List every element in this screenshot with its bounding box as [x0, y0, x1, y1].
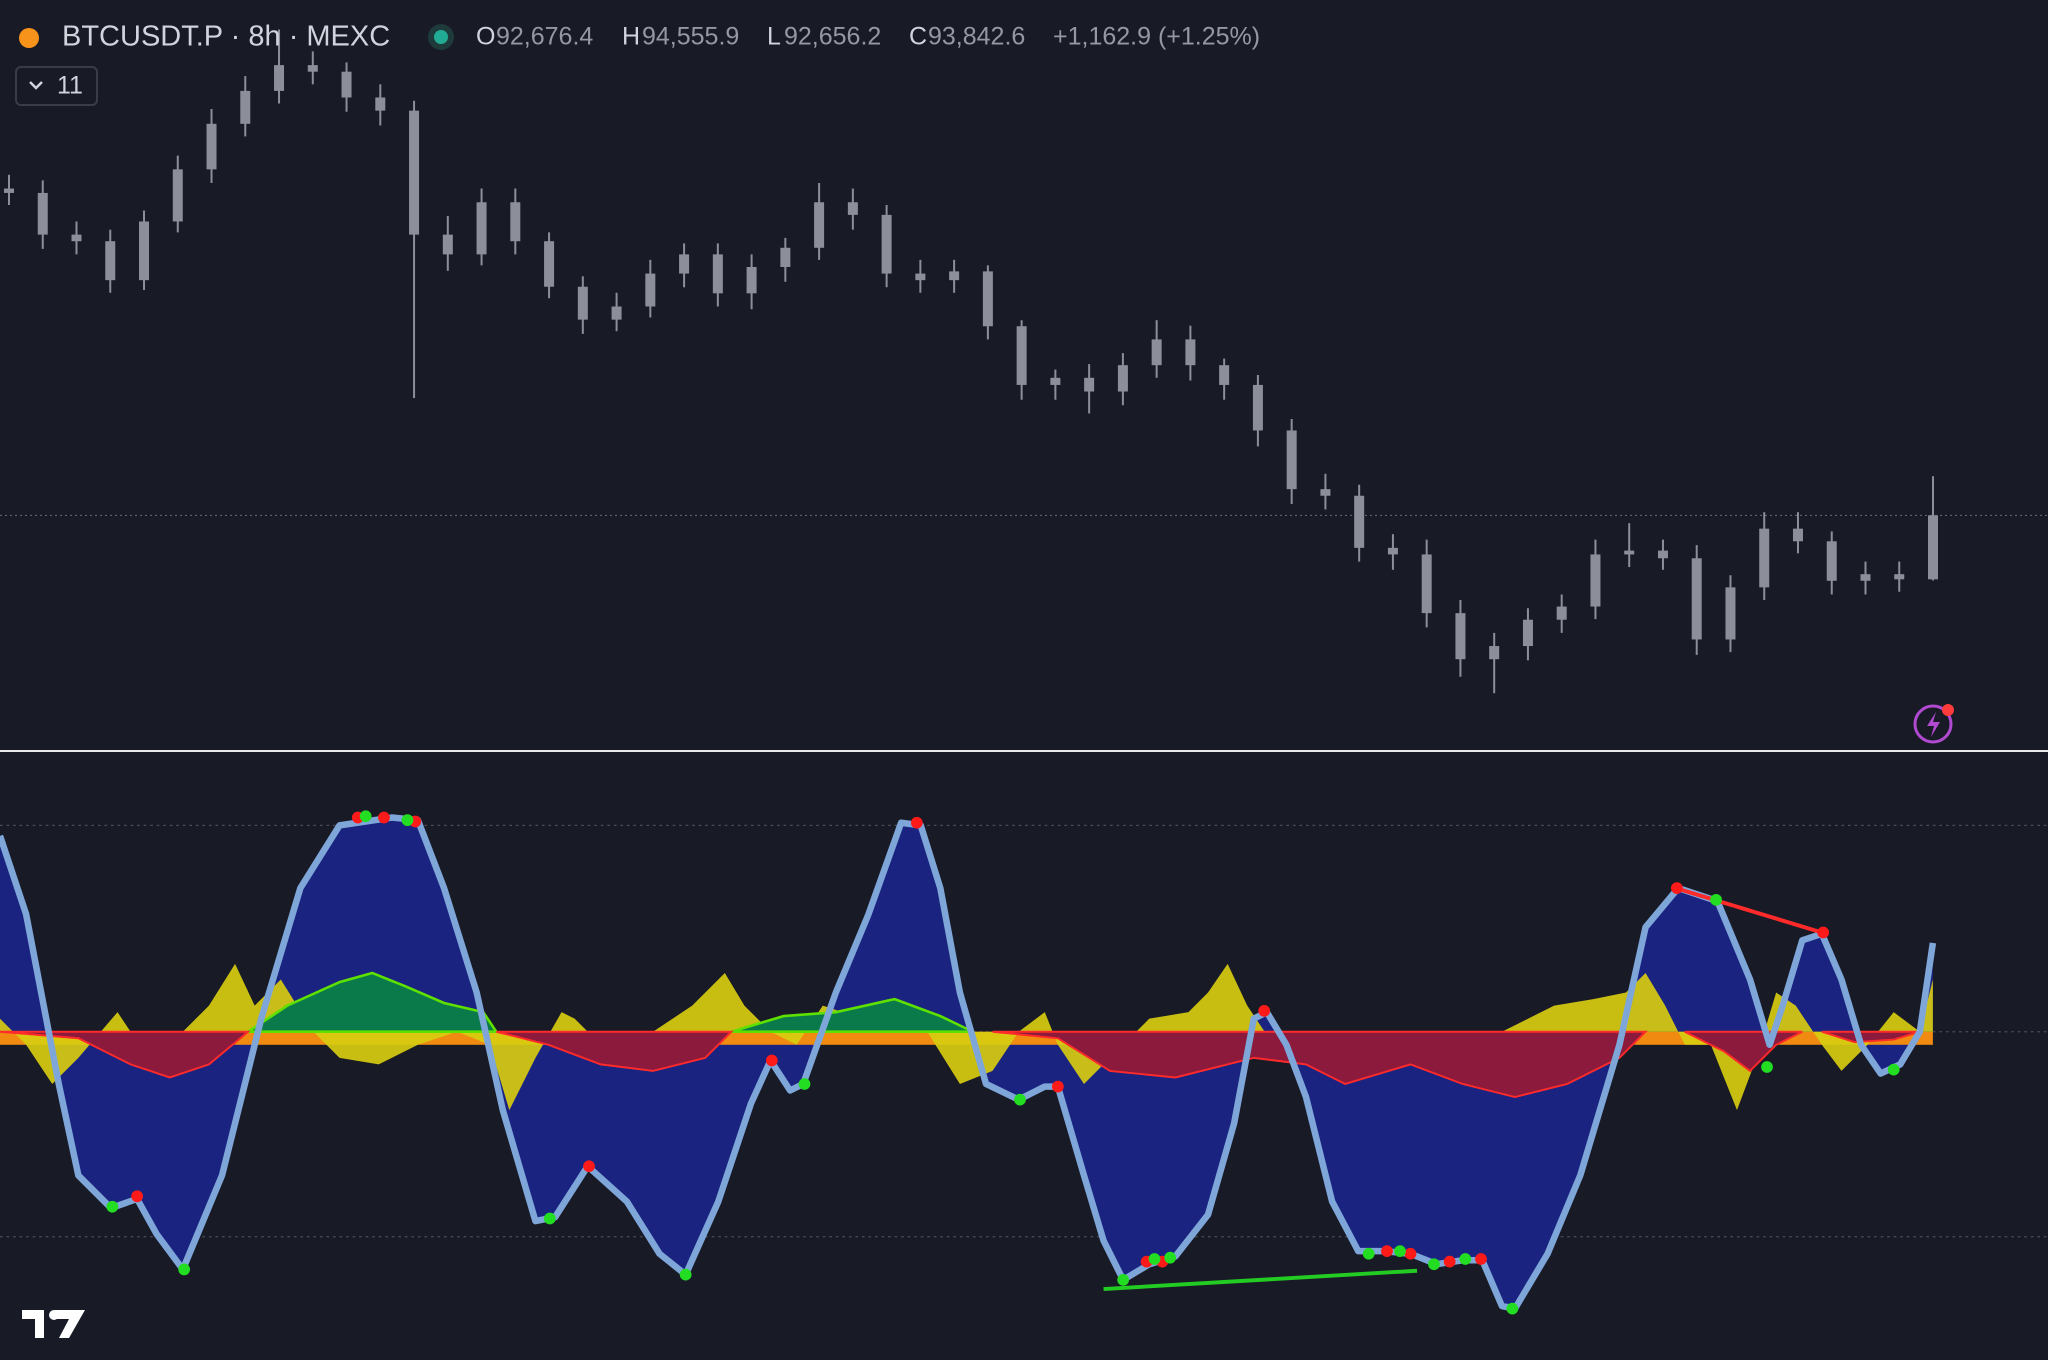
candle-body: [1860, 574, 1871, 581]
candle-body: [1624, 550, 1635, 555]
close-value: 93,842.6: [928, 23, 1025, 51]
high-value: 94,555.9: [642, 23, 739, 51]
candle-body: [1421, 554, 1432, 614]
candle-body: [1894, 574, 1905, 580]
status-dot: [434, 30, 448, 44]
candle-body: [409, 110, 420, 235]
candle-body: [577, 286, 588, 320]
candle-body: [1691, 558, 1702, 640]
candle-body: [780, 247, 791, 267]
candle-body: [1387, 547, 1398, 555]
osc-yellow-area: [0, 963, 1933, 1111]
candle-body: [1151, 339, 1162, 366]
oscillator-panel: [0, 810, 2048, 1315]
candle-body: [544, 241, 555, 287]
open-label: O: [476, 23, 495, 51]
candle-body: [1792, 528, 1803, 542]
candle-body: [847, 202, 858, 215]
candle-body: [274, 65, 285, 91]
lightning-icon: [1927, 712, 1940, 737]
candle-body: [1050, 377, 1061, 385]
candle-body: [71, 234, 82, 242]
candle-body: [510, 202, 521, 242]
lightning-button[interactable]: [1913, 704, 1954, 744]
candle-body: [1657, 550, 1668, 559]
candle-body: [240, 90, 251, 124]
candle-body: [1522, 619, 1533, 647]
candle-body: [37, 192, 48, 235]
low-label: L: [767, 23, 781, 51]
candle-body: [915, 273, 926, 281]
header: BTCUSDT.P · 8h · MEXC O 92,676.4 H 94,55…: [15, 21, 1260, 106]
candle-body: [1725, 587, 1736, 640]
candle-body: [1489, 646, 1500, 660]
candle-body: [1084, 377, 1095, 392]
candle-body: [679, 254, 690, 274]
candle-body: [105, 241, 116, 281]
candle-body: [172, 169, 183, 222]
candle-body: [611, 306, 622, 320]
tradingview-logo: [22, 1310, 85, 1338]
green-dots: [106, 810, 1900, 1315]
candle-body: [1185, 339, 1196, 366]
candle-body: [982, 271, 993, 327]
candle-body: [206, 123, 217, 170]
bullish-divergence-line: [1103, 1268, 1418, 1291]
symbol: BTCUSDT.P · 8h · MEXC: [62, 21, 390, 53]
candle-body: [1928, 515, 1938, 580]
candle-body: [375, 97, 386, 111]
price-panel: [0, 29, 2048, 694]
candle-body: [1252, 384, 1263, 431]
candle-body: [645, 273, 656, 307]
lightning-ring: [1913, 704, 1953, 744]
candle-body: [442, 234, 453, 255]
candle-body: [1759, 528, 1770, 588]
osc-blue-area: [0, 817, 1933, 1309]
candle-body: [1826, 541, 1837, 581]
high-label: H: [622, 23, 640, 51]
candle-body: [1219, 365, 1230, 385]
candle-body: [1117, 365, 1128, 392]
candle-body: [4, 188, 14, 193]
chevron-icon: [29, 81, 43, 90]
indicators-toggle[interactable]: [15, 66, 98, 106]
candle-body: [139, 221, 150, 281]
close-label: C: [909, 23, 927, 51]
candle-body: [1590, 554, 1601, 607]
low-value: 92,656.2: [784, 23, 881, 51]
bearish-divergence-line: [1675, 886, 1823, 935]
candle-body: [1320, 489, 1331, 496]
candle-body: [746, 266, 757, 294]
candle-body: [949, 271, 960, 281]
osc-red-area: [0, 1030, 1921, 1099]
candle-body: [1354, 495, 1365, 548]
open-value: 92,676.4: [496, 23, 593, 51]
candle-body: [814, 202, 825, 248]
candle-body: [307, 65, 318, 72]
candle-body: [341, 71, 352, 98]
candle-body: [1016, 326, 1027, 385]
change-value: +1,162.9 (+1.25%): [1053, 23, 1260, 51]
symbol-icon: [19, 28, 39, 48]
candle-body: [476, 202, 487, 255]
notification-dot: [1942, 704, 1954, 716]
indicators-count: 11: [57, 72, 83, 100]
candle-body: [712, 254, 723, 294]
candle-body: [881, 214, 892, 274]
candle-body: [1455, 613, 1466, 660]
candle-body: [1286, 430, 1297, 490]
candle-body: [1556, 606, 1567, 620]
